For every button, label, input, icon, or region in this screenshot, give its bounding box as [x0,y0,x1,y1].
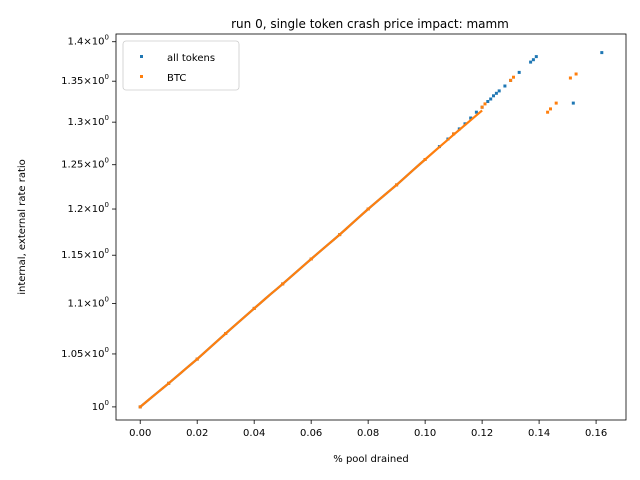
scatter-point [338,233,342,237]
chart-title: run 0, single token crash price impact: … [231,17,509,31]
scatter-point [469,116,473,120]
scatter-point [509,78,513,82]
scatter-point [554,101,558,105]
x-axis: 0.00 0.02 0.04 0.06 0.08 0.10 0.12 0.14 0.16 [129,420,607,439]
scatter-point [366,207,370,211]
x-tick-label: 0.12 [471,428,493,439]
scatter-point [517,70,521,74]
y-tick-label: 1.4×100 [68,34,109,48]
scatter-point [138,405,142,409]
x-tick-label: 0.02 [186,428,208,439]
y-tick-label: 1.35×100 [61,73,109,87]
scatter-point [571,101,575,105]
legend: all tokens BTC [122,40,240,91]
scatter-point [512,75,515,79]
scatter-point [546,110,550,114]
scatter-point [534,55,538,59]
x-tick-label: 0.16 [585,428,607,439]
scatter-point [281,282,285,286]
scatter-point [395,183,399,187]
y-axis-label: internal, external rate ratio [17,159,28,295]
y-tick-label: 100 [92,399,109,413]
x-tick-label: 0.10 [414,428,436,439]
legend-box [122,40,240,91]
scatter-point [452,132,456,136]
scatter-point [167,381,171,385]
x-tick-label: 0.04 [243,428,265,439]
y-tick-label: 1.25×100 [61,157,109,171]
series-all-tokens [138,51,604,409]
y-tick-label: 1.2×100 [68,201,109,215]
scatter-point [489,97,493,101]
scatter-point [474,110,478,114]
legend-label-btc: BTC [167,73,186,84]
y-tick-label: 1.05×100 [61,346,109,360]
scatter-point [497,89,501,93]
scatter-point [531,58,535,62]
scatter-point [529,60,533,64]
scatter-point [224,332,228,335]
scatter-point [503,84,507,88]
x-tick-label: 0.00 [129,428,151,439]
scatter-point [492,94,495,98]
scatter-point [486,100,490,103]
axes-frame [115,33,627,421]
y-tick-label: 1.15×100 [61,247,109,261]
x-tick-label: 0.06 [300,428,322,439]
x-axis-label: % pool drained [333,454,408,465]
scatter-point [195,357,199,361]
series-btc [138,72,578,409]
y-tick-label: 1.3×100 [68,114,109,128]
scatter-point [423,158,427,161]
x-tick-label: 0.08 [357,428,379,439]
scatter-point [252,306,256,310]
plot-area [138,51,604,409]
scatter-point [568,76,572,80]
legend-marker-all-tokens [140,55,143,58]
scatter-point [574,72,578,76]
scatter-point [600,51,604,55]
y-tick-label: 1.1×100 [68,295,109,309]
scatter-point [494,91,498,95]
y-axis: 100 1.05×100 1.1×100 1.15×100 1.2×100 1.25×10… [61,34,116,413]
scatter-point [480,105,484,109]
x-tick-label: 0.14 [528,428,550,439]
scatter-point [549,107,552,111]
legend-marker-btc [140,75,143,78]
scatter-point [309,257,313,261]
legend-label-all-tokens: all tokens [167,53,215,64]
scatter-point [483,102,487,106]
